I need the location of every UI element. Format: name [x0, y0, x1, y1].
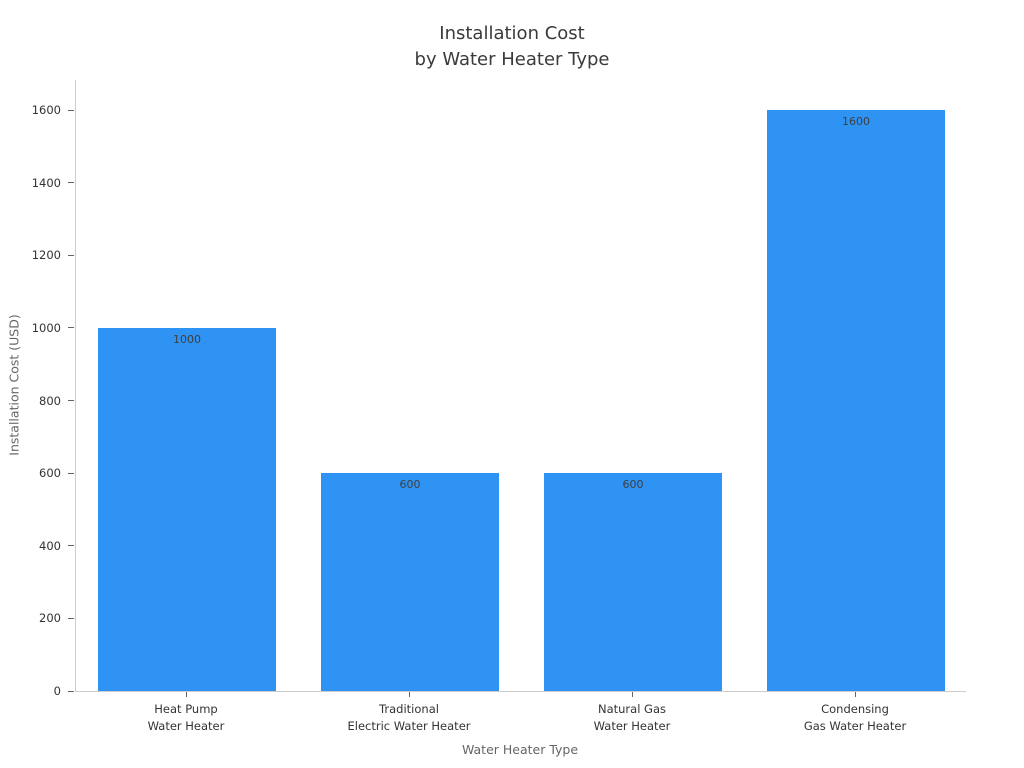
- x-tick-label-line: Water Heater: [147, 719, 225, 733]
- plot-area: 1000 600 600 1600: [75, 80, 966, 692]
- bar-heat-pump-water-heater: 1000: [98, 328, 276, 691]
- x-tick-label-line: Electric Water Heater: [347, 719, 471, 733]
- bar-value-label: 1000: [173, 333, 201, 346]
- y-tick-mark: [68, 400, 74, 401]
- bar-natural-gas-water-heater: 600: [544, 473, 722, 691]
- y-tick-label-400: 400: [39, 538, 61, 553]
- y-tick-label-1600: 1600: [31, 103, 61, 117]
- y-tick-label-1200: 1200: [31, 248, 61, 263]
- chart-title: Installation Cost by Water Heater Type: [0, 21, 1024, 73]
- y-tick-mark: [68, 254, 74, 256]
- x-tick-mark: [409, 692, 410, 697]
- y-axis-title: Installation Cost (USD): [6, 314, 22, 456]
- x-tick-label-1: Traditional Electric Water Heater: [347, 701, 470, 735]
- x-tick-label-line: Natural Gas: [597, 702, 667, 716]
- bar-value-label: 600: [399, 478, 421, 491]
- y-tick-mark: [68, 690, 74, 692]
- y-tick-label-200: 200: [39, 611, 61, 626]
- x-axis-title: Water Heater Type: [461, 742, 579, 757]
- x-tick-label-line: Gas Water Heater: [803, 719, 907, 733]
- x-tick-mark: [855, 692, 856, 697]
- y-tick-label-600: 600: [39, 466, 61, 481]
- y-tick-mark: [68, 182, 74, 184]
- y-tick-mark: [68, 617, 74, 619]
- x-tick-label-line: Condensing: [821, 702, 889, 716]
- bar-value-label: 1600: [842, 115, 870, 128]
- y-tick-mark: [68, 109, 74, 111]
- bar-condensing-gas-water-heater: 1600: [767, 110, 945, 691]
- bar-traditional-electric-water-heater: 600: [321, 473, 499, 691]
- x-axis: Heat Pump Water Heater Traditional Electric…: [75, 692, 965, 738]
- y-tick-mark: [68, 327, 74, 329]
- chart-title-line-2: by Water Heater Type: [414, 49, 610, 70]
- x-tick-label-3: Condensing Gas Water Heater: [804, 701, 906, 735]
- x-tick-mark: [632, 692, 633, 697]
- x-tick-mark: [186, 692, 187, 697]
- x-tick-label-0: Heat Pump Water Heater: [148, 701, 225, 735]
- y-tick-mark: [68, 472, 74, 474]
- y-tick-mark: [68, 545, 74, 547]
- x-tick-label-line: Heat Pump: [154, 702, 218, 716]
- chart-title-line-1: Installation Cost: [439, 23, 585, 44]
- x-tick-label-2: Natural Gas Water Heater: [594, 701, 671, 735]
- y-tick-label-1000: 1000: [31, 320, 61, 335]
- x-tick-label-line: Traditional: [379, 702, 439, 716]
- bar-value-label: 600: [622, 478, 644, 491]
- y-tick-label-0: 0: [53, 684, 61, 698]
- y-tick-label-1400: 1400: [31, 175, 61, 190]
- x-tick-label-line: Water Heater: [593, 719, 671, 733]
- y-axis: 0 200 400 600 800 1000 1200 1400 1600: [0, 80, 75, 698]
- y-tick-label-800: 800: [39, 393, 61, 408]
